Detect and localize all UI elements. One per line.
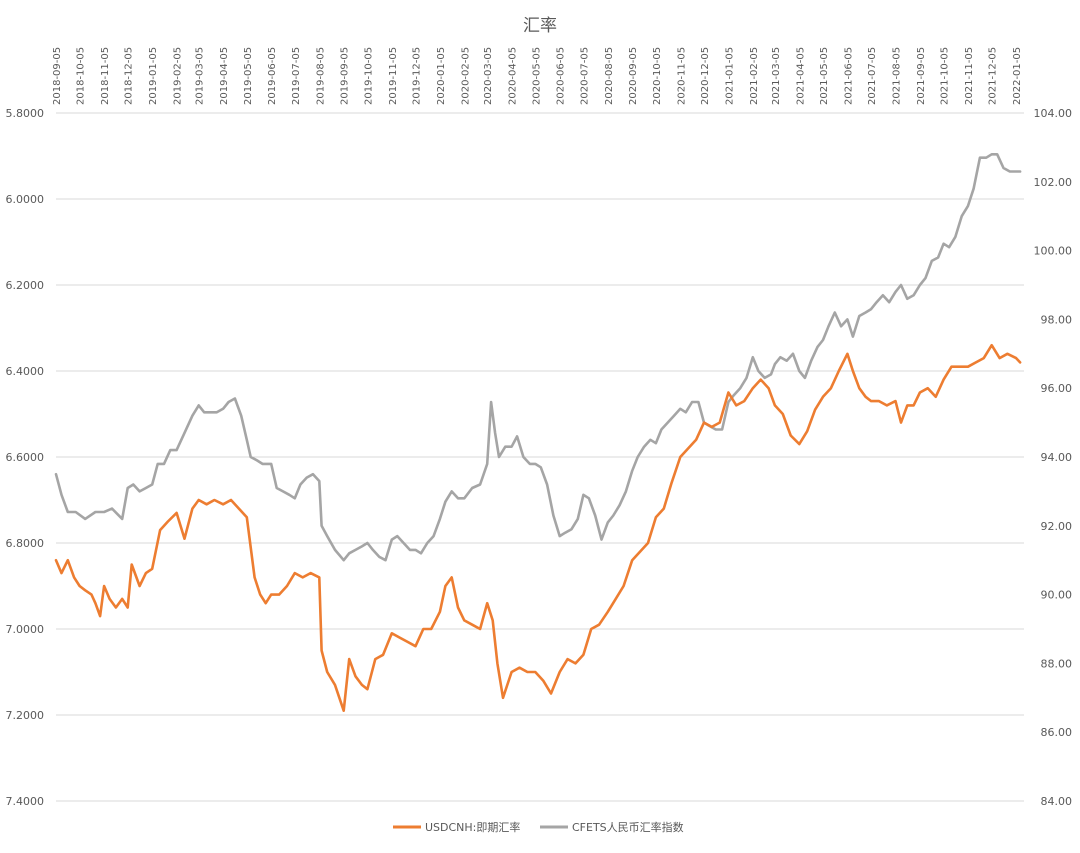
x-tick-label: 2020-06-05 [556,47,567,105]
left-y-tick-label: 7.2000 [6,709,45,722]
x-tick-label: 2021-07-05 [867,47,878,105]
x-tick-label: 2019-02-05 [173,47,184,105]
x-tick-label: 2020-08-05 [604,47,615,105]
x-tick-label: 2019-03-05 [195,47,206,105]
right-y-tick-label: 96.00 [1041,382,1073,395]
right-y-tick-label: 88.00 [1041,657,1073,670]
x-tick-label: 2018-10-05 [76,47,87,105]
right-y-tick-label: 98.00 [1041,313,1073,326]
right-y-tick-label: 100.00 [1034,245,1073,258]
left-y-tick-label: 6.6000 [6,451,45,464]
x-tick-label: 2020-02-05 [460,47,471,105]
x-tick-label: 2022-01-05 [1012,47,1023,105]
x-tick-label: 2021-10-05 [940,47,951,105]
legend: USDCNH:即期汇率 CFETS人民币汇率指数 [393,820,684,834]
x-tick-label: 2021-09-05 [916,47,927,105]
cfets-index-line [54,153,1022,562]
left-y-tick-label: 7.4000 [6,795,45,808]
x-tick-label: 2019-09-05 [340,47,351,105]
x-tick-label: 2020-01-05 [436,47,447,105]
x-tick-label: 2020-09-05 [628,47,639,105]
right-y-tick-label: 92.00 [1041,520,1073,533]
right-y-tick-label: 104.00 [1034,107,1073,120]
x-tick-label: 2021-01-05 [724,47,735,105]
legend-label: CFETS人民币汇率指数 [572,820,684,834]
left-y-tick-label: 7.0000 [6,623,45,636]
left-y-tick-label: 5.8000 [6,107,45,120]
x-tick-label: 2019-05-05 [243,47,254,105]
left-y-tick-label: 6.2000 [6,279,45,292]
x-tick-label: 2021-02-05 [749,47,760,105]
usdcnh-line [54,343,1022,713]
x-tick-label: 2019-10-05 [363,47,374,105]
x-tick-label: 2020-12-05 [700,47,711,105]
chart-title: 汇率 [523,16,557,36]
x-tick-label: 2019-08-05 [315,47,326,105]
x-tick-label: 2021-11-05 [964,47,975,105]
x-tick-label: 2019-01-05 [148,47,159,105]
x-tick-label: 2021-08-05 [892,47,903,105]
x-tick-label: 2021-06-05 [843,47,854,105]
x-axis-tick-labels: 2018-09-05 2018-10-05 2018-11-05 2018-12-05… [52,47,1023,105]
right-y-tick-label: 102.00 [1034,176,1073,189]
x-tick-label: 2019-04-05 [219,47,230,105]
gridlines [56,112,1024,802]
x-tick-label: 2018-11-05 [100,47,111,105]
x-tick-label: 2020-03-05 [483,47,494,105]
left-y-tick-label: 6.8000 [6,537,45,550]
x-tick-label: 2019-07-05 [291,47,302,105]
right-y-tick-label: 86.00 [1041,726,1073,739]
x-tick-label: 2020-11-05 [676,47,687,105]
right-y-axis: 84.00 86.00 88.00 90.00 92.00 94.00 96.00 98.00… [1034,107,1073,808]
x-tick-label: 2019-06-05 [267,47,278,105]
x-tick-label: 2020-10-05 [652,47,663,105]
series-lines [54,153,1022,713]
x-tick-label: 2018-09-05 [52,47,63,105]
left-y-axis: 5.8000 6.0000 6.2000 6.4000 6.6000 6.8000 7.00… [6,107,45,808]
x-tick-label: 2020-07-05 [579,47,590,105]
x-tick-label: 2021-04-05 [795,47,806,105]
x-tick-label: 2020-05-05 [531,47,542,105]
right-y-tick-label: 90.00 [1041,589,1073,602]
x-tick-label: 2021-03-05 [771,47,782,105]
x-tick-label: 2018-12-05 [124,47,135,105]
x-tick-label: 2021-12-05 [988,47,999,105]
legend-label: USDCNH:即期汇率 [425,820,520,834]
left-y-tick-label: 6.4000 [6,365,45,378]
left-y-tick-label: 6.0000 [6,193,45,206]
x-tick-label: 2019-12-05 [411,47,422,105]
x-tick-label: 2019-11-05 [388,47,399,105]
right-y-tick-label: 94.00 [1041,451,1073,464]
right-y-tick-label: 84.00 [1041,795,1073,808]
x-tick-label: 2020-04-05 [508,47,519,105]
x-tick-label: 2021-05-05 [819,47,830,105]
